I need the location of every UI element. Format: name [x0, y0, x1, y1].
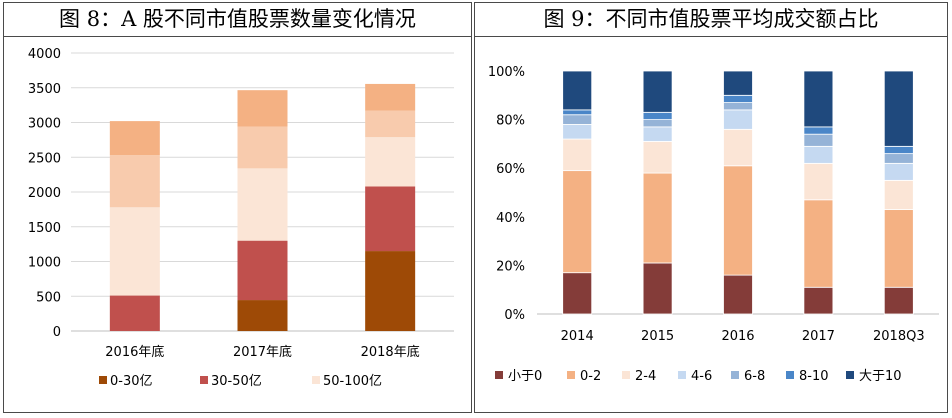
bar-segment: [109, 155, 160, 208]
legend-label: 30-50亿: [211, 374, 262, 389]
bar-segment: [562, 170, 593, 274]
y-tick-label: 100%: [488, 65, 525, 80]
legend-swatch: [99, 376, 107, 384]
y-tick-label: 3500: [28, 82, 61, 97]
bar-segment: [562, 109, 593, 116]
legend-swatch: [567, 371, 575, 379]
chart-panel-2: 图 9：不同市值股票平均成交额占比 0% 20% 40% 60% 80% 100% 2014…: [474, 2, 948, 413]
y-tick-label: 1000: [28, 256, 61, 271]
y-tick-label: 3000: [28, 117, 61, 132]
x-tick-label: 2017: [802, 329, 835, 344]
bar-segment: [365, 137, 416, 187]
legend-label: 小于0: [508, 369, 542, 384]
bar-segment: [723, 70, 753, 96]
bar-segment: [365, 251, 416, 331]
bar-segment: [562, 114, 593, 125]
legend-label: 8-10: [799, 369, 829, 384]
bar-segment: [237, 126, 288, 169]
bar-segment: [883, 162, 914, 181]
bar-segment: [562, 138, 593, 172]
bar-segment: [109, 207, 160, 296]
bar-segment: [803, 145, 834, 164]
legend-label: 4-6: [691, 369, 712, 384]
bar-segment: [109, 121, 160, 156]
legend-label: 2-4: [635, 369, 656, 384]
bar-segment: [883, 145, 914, 155]
chart-2-svg: 0% 20% 40% 60% 80% 100% 2014 2015 2016 2017 2018Q3…: [488, 65, 939, 384]
legend-swatch: [678, 371, 686, 379]
legend-swatch: [846, 371, 854, 379]
legend-label: 0-30亿: [110, 374, 153, 389]
legend-swatch: [495, 371, 503, 379]
x-tick-label: 2018年底: [361, 344, 420, 360]
bar-segment: [883, 70, 914, 147]
legend-label: 6-8: [744, 369, 765, 384]
bar-segment: [562, 70, 593, 111]
y-tick-label: 40%: [496, 211, 525, 226]
y-tick-label: 0%: [504, 308, 525, 323]
bar-segment: [883, 286, 914, 315]
bar-segment: [723, 274, 753, 315]
legend-label: 0-2: [580, 369, 601, 384]
bar-segment: [803, 133, 834, 147]
bar-segment: [642, 70, 673, 113]
bar-segment: [642, 126, 673, 142]
y-tick-label: 0: [53, 325, 61, 340]
bar-segment: [237, 90, 288, 127]
legend-label: 大于10: [859, 369, 902, 384]
chart-2-title: 图 9：不同市值股票平均成交额占比: [475, 3, 947, 37]
legend-swatch: [200, 376, 208, 384]
chart-1-title: 图 8：A 股不同市值股票数量变化情况: [4, 3, 471, 37]
bar-segment: [723, 165, 753, 276]
y-tick-label: 2000: [28, 186, 61, 201]
y-tick-label: 80%: [496, 114, 525, 129]
bar-segment: [237, 240, 288, 301]
x-tick-label: 2017年底: [233, 344, 292, 360]
y-tick-label: 2500: [28, 151, 61, 166]
x-tick-label: 2014: [561, 329, 594, 344]
bar-segment: [642, 111, 673, 120]
x-tick-label: 2016: [721, 329, 754, 344]
bar-segment: [365, 83, 416, 111]
y-tick-label: 4000: [28, 47, 61, 62]
bar-segment: [642, 141, 673, 174]
y-tick-label: 60%: [496, 162, 525, 177]
chart-1-svg: 0 500 1000 1500 2000 2500 3000 3500 4000 2016年底 20…: [28, 47, 454, 389]
bar-segment: [723, 94, 753, 103]
bar-segment: [883, 153, 914, 164]
bar-segment: [803, 126, 834, 135]
legend-swatch: [622, 371, 630, 379]
y-tick-label: 20%: [496, 259, 525, 274]
x-tick-label: 2015: [641, 329, 674, 344]
bar-segment: [803, 199, 834, 288]
bar-segment: [803, 286, 834, 315]
y-tick-label: 1500: [28, 221, 61, 236]
bar-segment: [562, 272, 593, 315]
bar-segment: [642, 262, 673, 315]
legend-swatch: [786, 371, 794, 379]
bar-segment: [365, 186, 416, 252]
chart-panel-1: 图 8：A 股不同市值股票数量变化情况 0 500 1000 1500 2000 2500…: [3, 2, 472, 413]
bar-segment: [642, 119, 673, 128]
x-tick-label: 2016年底: [105, 344, 164, 360]
legend-swatch: [312, 376, 320, 384]
bar-segment: [883, 209, 914, 288]
bar-segment: [723, 109, 753, 130]
bar-segment: [803, 162, 834, 201]
bar-segment: [237, 168, 288, 241]
legend-swatch: [731, 371, 739, 379]
bar-segment: [237, 300, 288, 331]
bar-segment: [642, 172, 673, 264]
legend-label: 50-100亿: [323, 374, 382, 389]
bar-segment: [723, 128, 753, 167]
bar-segment: [883, 179, 914, 210]
x-tick-label: 2018Q3: [873, 329, 925, 344]
bar-segment: [803, 70, 834, 128]
bar-segment: [562, 124, 593, 140]
bar-segment: [365, 110, 416, 138]
bar-segment: [723, 102, 753, 111]
y-tick-label: 500: [36, 290, 61, 305]
bar-segment: [109, 295, 160, 331]
